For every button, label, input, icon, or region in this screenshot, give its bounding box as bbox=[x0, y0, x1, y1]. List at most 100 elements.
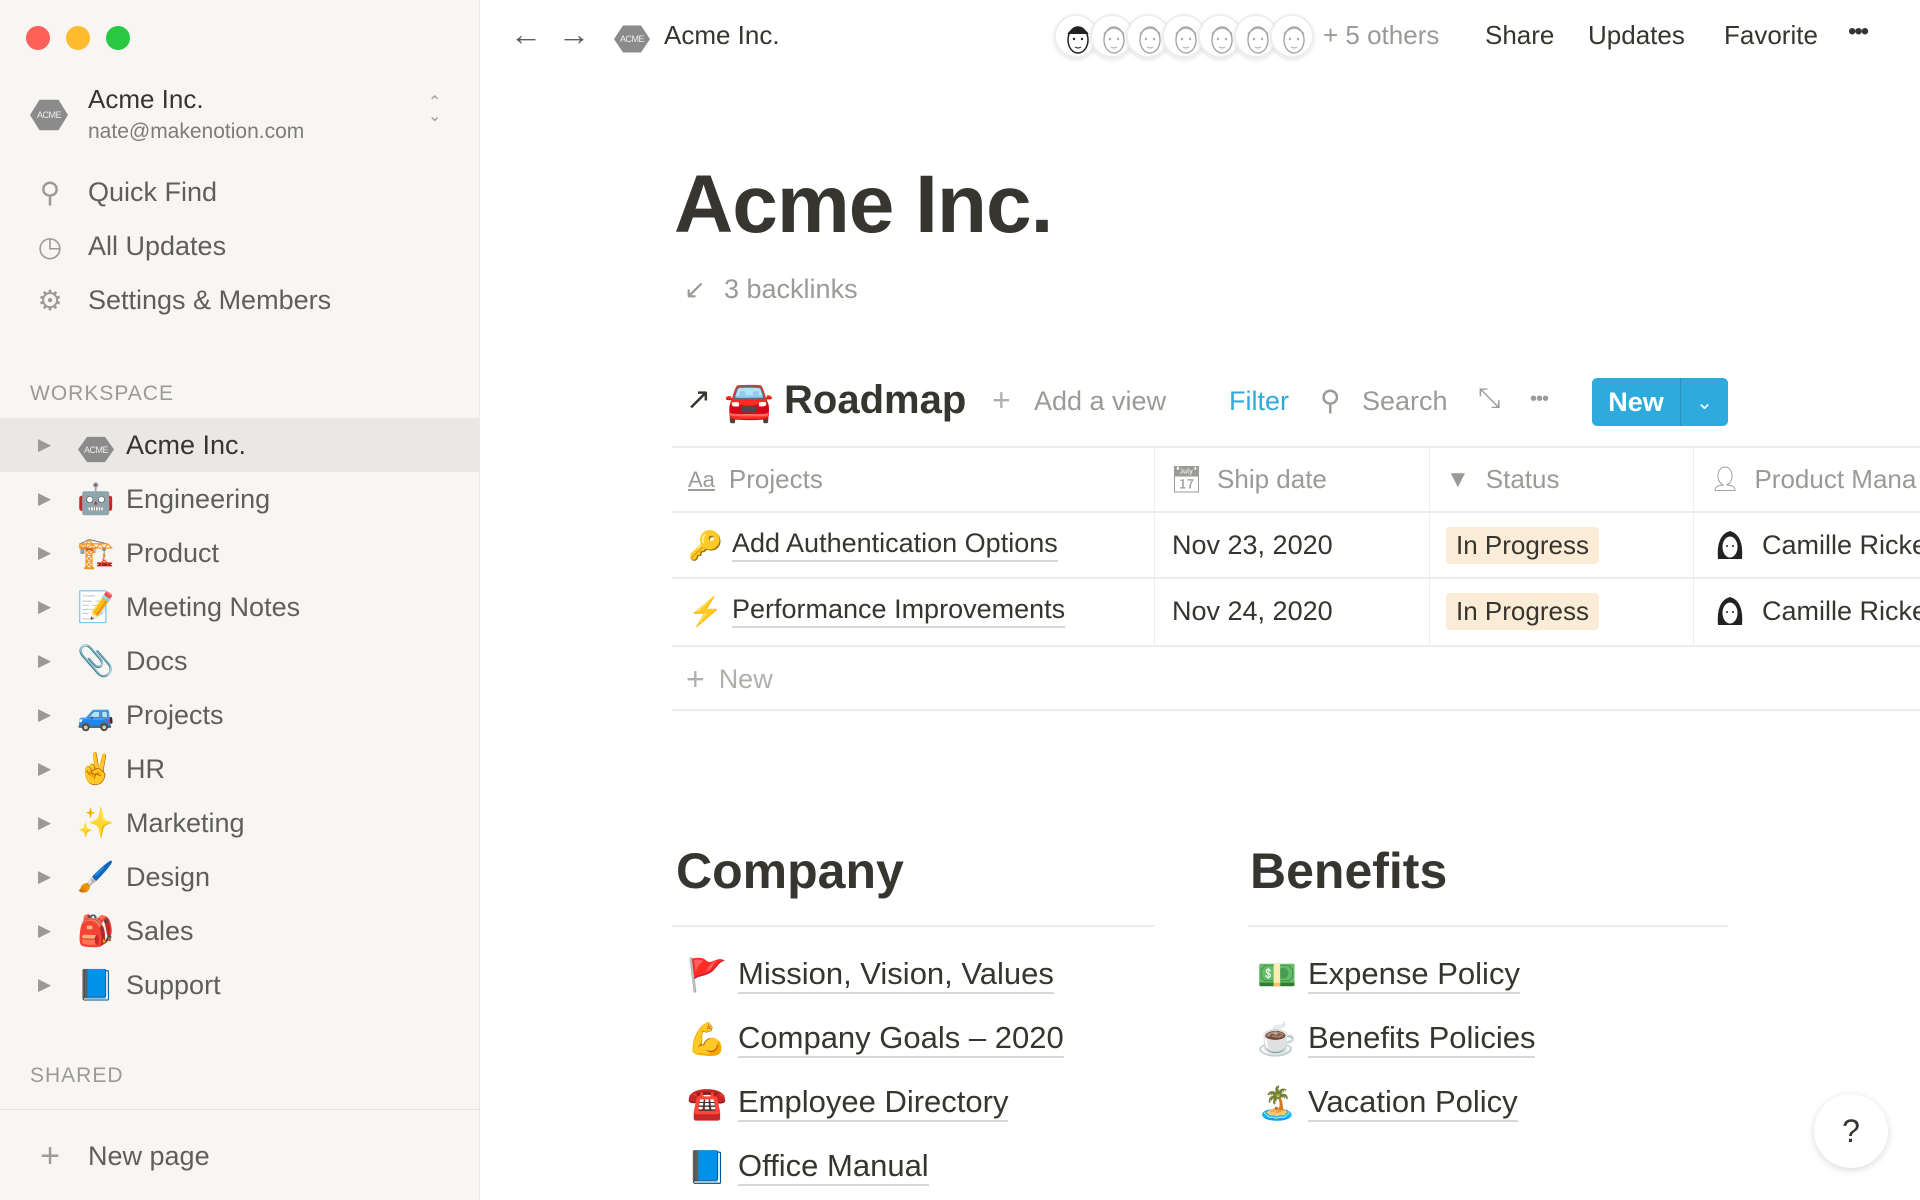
more-options-button[interactable]: ••• bbox=[1848, 18, 1869, 45]
expand-triangle-icon[interactable]: ▶ bbox=[38, 975, 52, 994]
table-row-project[interactable]: 🔑 Add Authentication Options bbox=[688, 512, 1058, 578]
expand-triangle-icon[interactable]: ▶ bbox=[38, 759, 52, 778]
sidebar-item-engineering[interactable]: ▶ 🤖 Engineering bbox=[0, 472, 480, 526]
search-button[interactable]: Search bbox=[1362, 386, 1448, 416]
divider bbox=[1248, 925, 1728, 927]
company-link[interactable]: ☎️ Employee Directory bbox=[684, 1075, 1009, 1131]
link-label[interactable]: Vacation Policy bbox=[1308, 1084, 1518, 1122]
back-arrow-icon[interactable]: ← bbox=[510, 16, 542, 52]
sidebar-item-product[interactable]: ▶ 🏗️ Product bbox=[0, 526, 480, 580]
status-cell[interactable]: In Progress bbox=[1446, 512, 1599, 578]
sidebar-all-updates[interactable]: ◷ All Updates bbox=[30, 222, 226, 270]
column-header-product-manager[interactable]: 👤︎ Product Mana bbox=[1710, 447, 1920, 512]
close-window-button[interactable] bbox=[26, 26, 50, 50]
add-view-button[interactable]: Add a view bbox=[1034, 386, 1167, 416]
sidebar-item-sales[interactable]: ▶ 🎒 Sales bbox=[0, 904, 480, 958]
sidebar-item-support[interactable]: ▶ 📘 Support bbox=[0, 958, 480, 1012]
link-label[interactable]: Mission, Vision, Values bbox=[738, 956, 1054, 994]
page-emoji-icon: 🤖 bbox=[77, 482, 115, 516]
link-label[interactable]: Expense Policy bbox=[1308, 956, 1520, 994]
product-manager-cell[interactable]: Camille Ricke bbox=[1710, 578, 1920, 644]
project-title[interactable]: Performance Improvements bbox=[732, 594, 1066, 628]
backlinks-link[interactable]: 3 backlinks bbox=[724, 274, 858, 304]
divider bbox=[1680, 378, 1681, 426]
database-more-button[interactable]: ••• bbox=[1530, 388, 1549, 410]
collaborator-avatar[interactable] bbox=[1270, 14, 1314, 58]
link-label[interactable]: Employee Directory bbox=[738, 1084, 1009, 1122]
workspace-section-label: WORKSPACE bbox=[30, 382, 174, 405]
benefits-link[interactable]: 💵 Expense Policy bbox=[1254, 947, 1520, 1003]
column-header-projects[interactable]: Aa Projects bbox=[688, 447, 823, 512]
new-button-label[interactable]: New bbox=[1608, 386, 1664, 417]
column-divider bbox=[1429, 447, 1430, 646]
sidebar-item-label: Projects bbox=[126, 699, 224, 730]
expand-triangle-icon[interactable]: ▶ bbox=[38, 867, 52, 886]
page-emoji-icon: 📘 bbox=[77, 968, 115, 1002]
expand-icon[interactable]: ⤡ bbox=[1478, 382, 1501, 413]
project-title[interactable]: Add Authentication Options bbox=[732, 528, 1058, 562]
product-manager-cell[interactable]: Camille Ricke bbox=[1710, 512, 1920, 578]
benefits-link[interactable]: ☕ Benefits Policies bbox=[1254, 1011, 1536, 1067]
status-cell[interactable]: In Progress bbox=[1446, 578, 1599, 644]
page-emoji-icon: 🚙 bbox=[77, 698, 115, 732]
ship-date-cell[interactable]: Nov 24, 2020 bbox=[1172, 595, 1333, 626]
chevron-down-icon[interactable]: ⌄ bbox=[1696, 391, 1713, 414]
share-button[interactable]: Share bbox=[1485, 20, 1555, 50]
person-icon: 👤︎ bbox=[1710, 466, 1741, 493]
sidebar-item-marketing[interactable]: ▶ ✨ Marketing bbox=[0, 796, 480, 850]
company-link[interactable]: 📘 Office Manual bbox=[684, 1139, 929, 1195]
forward-arrow-icon[interactable]: → bbox=[558, 16, 590, 52]
sidebar-settings-members[interactable]: ⚙ Settings & Members bbox=[30, 276, 331, 324]
expand-triangle-icon[interactable]: ▶ bbox=[38, 921, 52, 940]
company-link[interactable]: 🚩 Mission, Vision, Values bbox=[684, 947, 1054, 1003]
acme-logo-icon: ACME bbox=[614, 25, 650, 53]
sidebar-link-label: Quick Find bbox=[88, 176, 218, 207]
expand-triangle-icon[interactable]: ▶ bbox=[38, 489, 52, 508]
sidebar-item-meeting-notes[interactable]: ▶ 📝 Meeting Notes bbox=[0, 580, 480, 634]
favorite-button[interactable]: Favorite bbox=[1724, 20, 1818, 50]
link-label[interactable]: Company Goals – 2020 bbox=[738, 1020, 1064, 1058]
sidebar-item-hr[interactable]: ▶ ✌️ HR bbox=[0, 742, 480, 796]
link-emoji-icon: ☎️ bbox=[687, 1085, 727, 1121]
status-badge: In Progress bbox=[1446, 526, 1599, 564]
help-button[interactable]: ? bbox=[1814, 1094, 1888, 1168]
new-record-button[interactable]: New ⌄ bbox=[1592, 378, 1728, 426]
sidebar-item-label: Meeting Notes bbox=[126, 591, 301, 622]
expand-triangle-icon[interactable]: ▶ bbox=[38, 543, 52, 562]
sidebar-item-projects[interactable]: ▶ 🚙 Projects bbox=[0, 688, 480, 742]
expand-triangle-icon[interactable]: ▶ bbox=[38, 813, 52, 832]
table-bottom-border bbox=[672, 709, 1920, 711]
expand-triangle-icon[interactable]: ▶ bbox=[38, 597, 52, 616]
sidebar-item-docs[interactable]: ▶ 📎 Docs bbox=[0, 634, 480, 688]
avatar bbox=[1717, 597, 1743, 625]
expand-triangle-icon[interactable]: ▶ bbox=[38, 651, 52, 670]
link-label[interactable]: Benefits Policies bbox=[1308, 1020, 1536, 1058]
expand-triangle-icon[interactable]: ▶ bbox=[38, 705, 52, 724]
ship-date-cell[interactable]: Nov 23, 2020 bbox=[1172, 529, 1333, 560]
new-page-button[interactable]: + New page bbox=[30, 1132, 210, 1180]
collaborator-avatar[interactable] bbox=[1090, 14, 1134, 58]
add-new-row-button[interactable]: + New bbox=[686, 646, 773, 712]
database-title[interactable]: Roadmap bbox=[784, 378, 967, 422]
filter-button[interactable]: Filter bbox=[1229, 386, 1289, 416]
others-count[interactable]: + 5 others bbox=[1323, 20, 1440, 50]
workspace-switcher[interactable]: ACME Acme Inc. nate@makenotion.com ⌃ ⌄ bbox=[0, 78, 480, 154]
link-emoji-icon: 💵 bbox=[1257, 957, 1297, 993]
column-header-status[interactable]: ▼ Status bbox=[1446, 447, 1559, 512]
sidebar-quick-find[interactable]: ⚲ Quick Find bbox=[30, 168, 217, 216]
table-row-project[interactable]: ⚡ Performance Improvements bbox=[688, 578, 1066, 644]
face-icon bbox=[1067, 26, 1089, 54]
minimize-window-button[interactable] bbox=[66, 26, 90, 50]
expand-triangle-icon[interactable]: ▶ bbox=[38, 435, 52, 454]
company-link[interactable]: 💪 Company Goals – 2020 bbox=[684, 1011, 1064, 1067]
sidebar-item-acme-inc-[interactable]: ▶ ACME Acme Inc. bbox=[0, 418, 480, 472]
face-icon bbox=[1103, 26, 1125, 54]
maximize-window-button[interactable] bbox=[106, 26, 130, 50]
link-label[interactable]: Office Manual bbox=[738, 1148, 929, 1186]
column-header-ship-date[interactable]: 📅︎ Ship date bbox=[1170, 447, 1327, 512]
sidebar-item-design[interactable]: ▶ 🖌️ Design bbox=[0, 850, 480, 904]
search-icon: ⚲ bbox=[1320, 385, 1341, 416]
benefits-link[interactable]: 🏝️ Vacation Policy bbox=[1254, 1075, 1518, 1131]
breadcrumb[interactable]: Acme Inc. bbox=[664, 20, 780, 50]
updates-button[interactable]: Updates bbox=[1588, 20, 1685, 50]
